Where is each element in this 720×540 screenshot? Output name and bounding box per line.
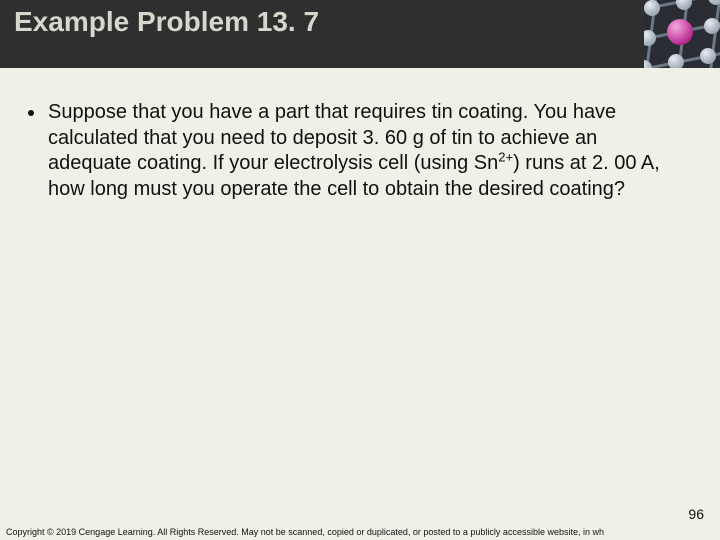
bullet-item: Suppose that you have a part that requir… xyxy=(28,100,684,202)
copyright-text: Copyright © 2019 Cengage Learning. All R… xyxy=(6,527,604,537)
decorative-lattice-image xyxy=(644,0,720,68)
problem-text: Suppose that you have a part that requir… xyxy=(48,100,684,202)
slide-title: Example Problem 13. 7 xyxy=(14,6,319,38)
page-number: 96 xyxy=(688,506,704,522)
title-bar: Example Problem 13. 7 xyxy=(0,0,720,68)
ion-charge-superscript: 2+ xyxy=(498,150,513,165)
content-area: Suppose that you have a part that requir… xyxy=(0,68,720,202)
bullet-marker xyxy=(28,110,34,116)
